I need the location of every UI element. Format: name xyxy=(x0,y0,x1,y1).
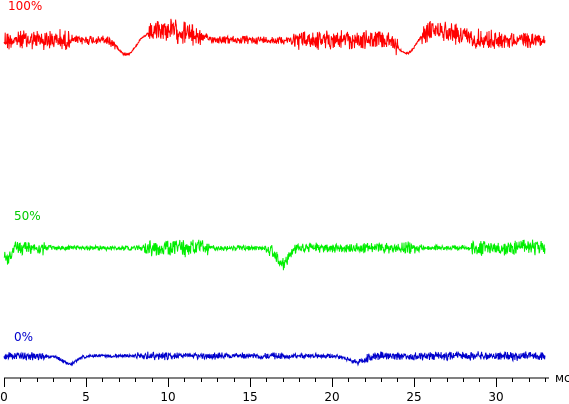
x-axis-unit-label: мс xyxy=(555,371,569,385)
series-label-100: 100% xyxy=(8,0,42,13)
x-axis-tick-labels: 0 5 10 15 20 25 30 xyxy=(0,390,503,404)
x-tick-label-5: 5 xyxy=(82,390,90,404)
series-line-0 xyxy=(3,351,546,367)
series-label-50: 50% xyxy=(14,209,41,223)
series-line-100 xyxy=(3,18,546,57)
x-tick-label-10: 10 xyxy=(160,390,175,404)
series-line-50 xyxy=(3,239,546,271)
x-tick-label-20: 20 xyxy=(324,390,339,404)
x-tick-label-30: 30 xyxy=(488,390,503,404)
x-axis-major-ticks xyxy=(4,378,497,387)
x-tick-label-25: 25 xyxy=(406,390,421,404)
series-label-0: 0% xyxy=(14,330,33,344)
x-tick-label-15: 15 xyxy=(242,390,257,404)
x-axis-minor-ticks xyxy=(20,378,546,382)
x-tick-label-0: 0 xyxy=(0,390,8,404)
